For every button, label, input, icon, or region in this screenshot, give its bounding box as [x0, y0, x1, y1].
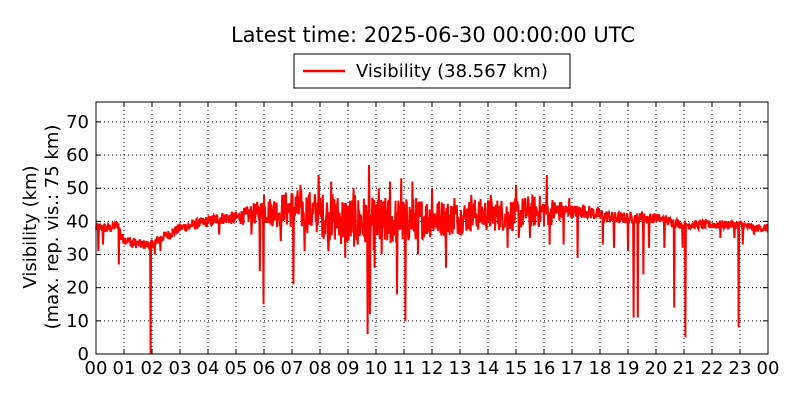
x-tick-label: 14 [477, 358, 500, 379]
y-tick-label: 0 [78, 344, 89, 365]
plot-area [95, 164, 769, 355]
y-axis-label-line1: Visibility (km) [20, 165, 41, 288]
legend: Visibility (38.567 km) [293, 53, 571, 89]
x-tick-label: 02 [141, 358, 164, 379]
legend-label: Visibility (38.567 km) [356, 61, 548, 82]
x-tick-label: 19 [617, 358, 640, 379]
x-tick-label: 23 [729, 358, 752, 379]
y-axis-label-line2: (max. rep. vis.: 75 km) [42, 125, 63, 330]
x-tick-label: 21 [673, 358, 696, 379]
x-tick-label: 20 [645, 358, 668, 379]
x-tick-label: 05 [225, 358, 248, 379]
y-tick-label: 10 [66, 311, 89, 332]
y-tick-label: 50 [66, 178, 89, 199]
x-tick-label: 00 [85, 358, 108, 379]
x-tick-label: 09 [337, 358, 360, 379]
x-tick-label: 17 [561, 358, 584, 379]
x-tick-label: 12 [421, 358, 444, 379]
x-tick-label: 01 [113, 358, 136, 379]
x-tick-label: 08 [309, 358, 332, 379]
y-tick-label: 40 [66, 211, 89, 232]
x-tick-label: 04 [197, 358, 220, 379]
x-tick-label: 22 [701, 358, 724, 379]
axes: 00 01 02 03 04 05 06 07 08 09 10 11 12 13 14 15 16 17 18 19… [66, 101, 780, 379]
chart-title: Latest time: 2025-06-30 00:00:00 UTC [231, 23, 635, 47]
x-tick-label: 13 [449, 358, 472, 379]
y-tick-label: 70 [66, 112, 89, 133]
x-tick-label: 15 [505, 358, 528, 379]
x-tick-label: 00 [757, 358, 780, 379]
plot-frame [95, 101, 769, 355]
y-tick-label: 30 [66, 245, 89, 266]
y-axis-label: Visibility (km) (max. rep. vis.: 75 km) [20, 125, 63, 330]
y-tick-label: 20 [66, 278, 89, 299]
x-tick-label: 18 [589, 358, 612, 379]
series-line-visibility [95, 164, 769, 355]
x-tick-label: 03 [169, 358, 192, 379]
y-tick-label: 60 [66, 145, 89, 166]
x-tick-label: 06 [253, 358, 276, 379]
x-tick-label: 10 [365, 358, 388, 379]
x-tick-label: 16 [533, 358, 556, 379]
x-tick-label: 11 [393, 358, 416, 379]
x-tick-label: 07 [281, 358, 304, 379]
